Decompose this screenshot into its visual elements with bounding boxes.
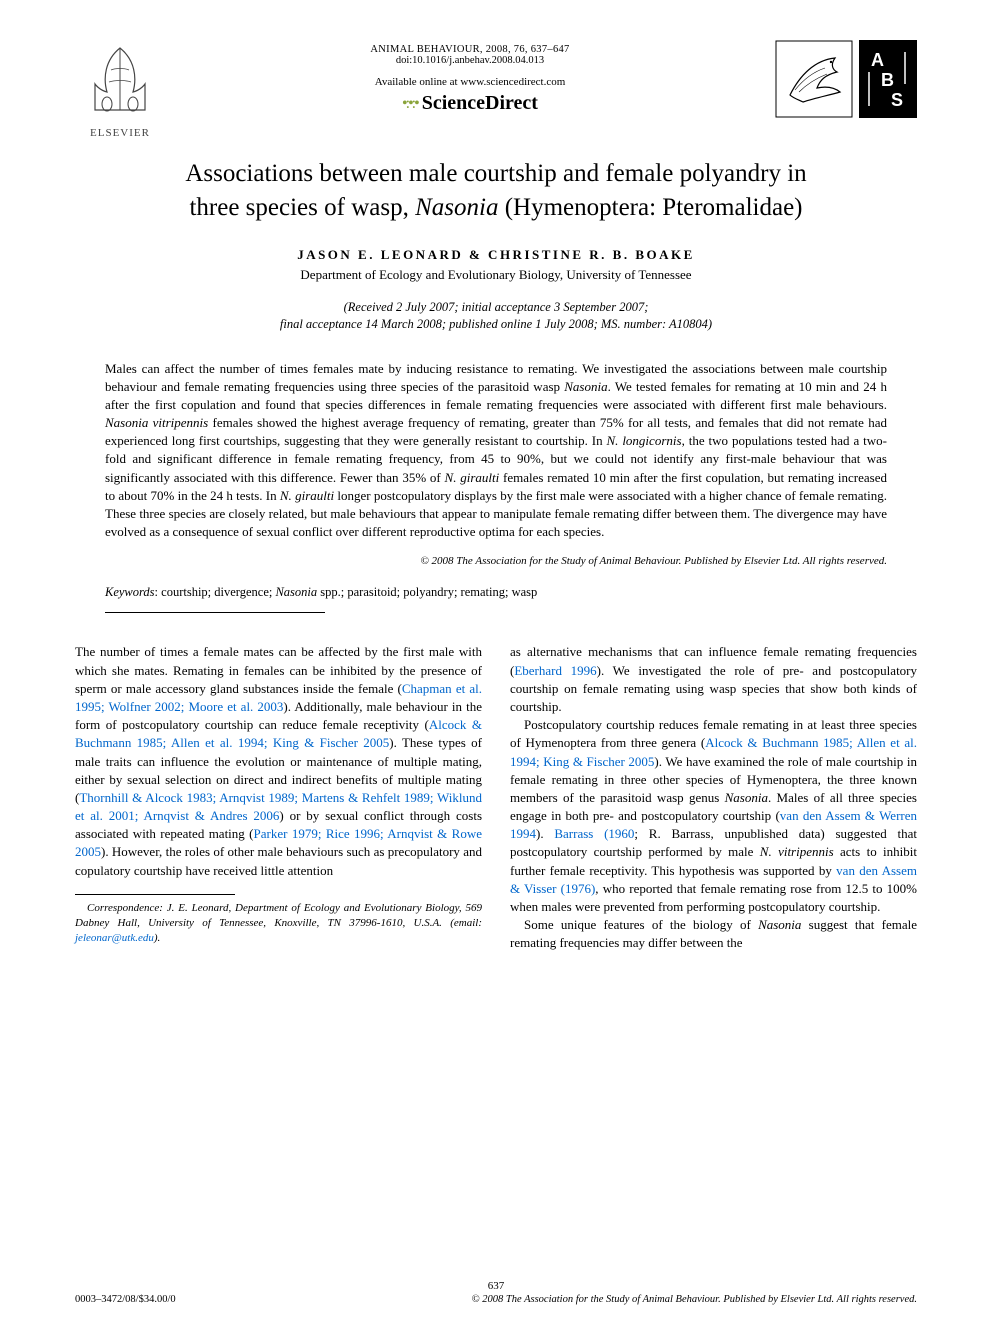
page-footer: 637 0003–3472/08/$34.00/0 © 2008 The Ass… <box>75 1280 917 1305</box>
dates-line2: final acceptance 14 March 2008; publishe… <box>280 317 712 331</box>
sd-dots-icon: •:•:• <box>402 95 418 113</box>
article-dates: (Received 2 July 2007; initial acceptanc… <box>75 299 917 334</box>
available-online: Available online at www.sciencedirect.co… <box>165 76 775 88</box>
page-number: 637 <box>75 1280 917 1292</box>
abstract-copyright: © 2008 The Association for the Study of … <box>105 555 887 567</box>
correspondence-email[interactable]: jeleonar@utk.edu <box>75 932 154 944</box>
elsevier-label: ELSEVIER <box>75 127 165 139</box>
article-title: Associations between male courtship and … <box>75 157 917 225</box>
body-para-2: Postcopulatory courtship reduces female … <box>510 716 917 916</box>
abs-logo-icon: A B S <box>863 44 913 114</box>
affiliation: Department of Ecology and Evolutionary B… <box>75 267 917 283</box>
correspondence-rule <box>75 894 235 895</box>
elsevier-tree-icon <box>85 40 155 120</box>
keywords-label: Keywords <box>105 585 155 599</box>
citation-link[interactable]: Barrass (1960 <box>554 826 634 841</box>
keywords: Keywords: courtship; divergence; Nasonia… <box>105 585 887 600</box>
abstract: Males can affect the number of times fem… <box>105 360 887 542</box>
footer-issn-price: 0003–3472/08/$34.00/0 <box>75 1294 176 1305</box>
abs-logo: A B S <box>859 40 917 118</box>
doi: doi:10.1016/j.anbehav.2008.04.013 <box>165 55 775 66</box>
right-column: as alternative mechanisms that can influ… <box>510 643 917 952</box>
journal-reference: ANIMAL BEHAVIOUR, 2008, 76, 637–647 <box>165 44 775 55</box>
authors: JASON E. LEONARD & CHRISTINE R. B. BOAKE <box>75 247 917 263</box>
title-line2a: three species of wasp, <box>189 194 415 221</box>
citation-link[interactable]: Eberhard 1996 <box>514 663 596 678</box>
sciencedirect-text: ScienceDirect <box>422 92 538 115</box>
title-line2c: (Hymenoptera: Pteromalidae) <box>498 194 802 221</box>
right-logos: A B S <box>775 40 917 118</box>
title-genus: Nasonia <box>415 194 498 221</box>
elsevier-logo: ELSEVIER <box>75 40 165 139</box>
correspondence: Correspondence: J. E. Leonard, Departmen… <box>75 901 482 946</box>
title-line1: Associations between male courtship and … <box>185 160 806 187</box>
svg-text:B: B <box>881 70 894 90</box>
body-para-1-cont: as alternative mechanisms that can influ… <box>510 643 917 716</box>
footer-copyright: © 2008 The Association for the Study of … <box>472 1294 917 1305</box>
header: ELSEVIER ANIMAL BEHAVIOUR, 2008, 76, 637… <box>75 40 917 139</box>
body-columns: The number of times a female mates can b… <box>75 643 917 952</box>
header-center: ANIMAL BEHAVIOUR, 2008, 76, 637–647 doi:… <box>165 40 775 115</box>
keywords-rule <box>105 612 325 613</box>
dates-line1: (Received 2 July 2007; initial acceptanc… <box>344 300 649 314</box>
svg-text:S: S <box>891 90 903 110</box>
left-column: The number of times a female mates can b… <box>75 643 482 952</box>
svg-text:A: A <box>871 50 884 70</box>
body-para-3: Some unique features of the biology of N… <box>510 916 917 952</box>
journal-bird-icon <box>775 40 853 118</box>
sciencedirect-logo: •:•:• ScienceDirect <box>165 92 775 115</box>
body-para-1: The number of times a female mates can b… <box>75 643 482 879</box>
